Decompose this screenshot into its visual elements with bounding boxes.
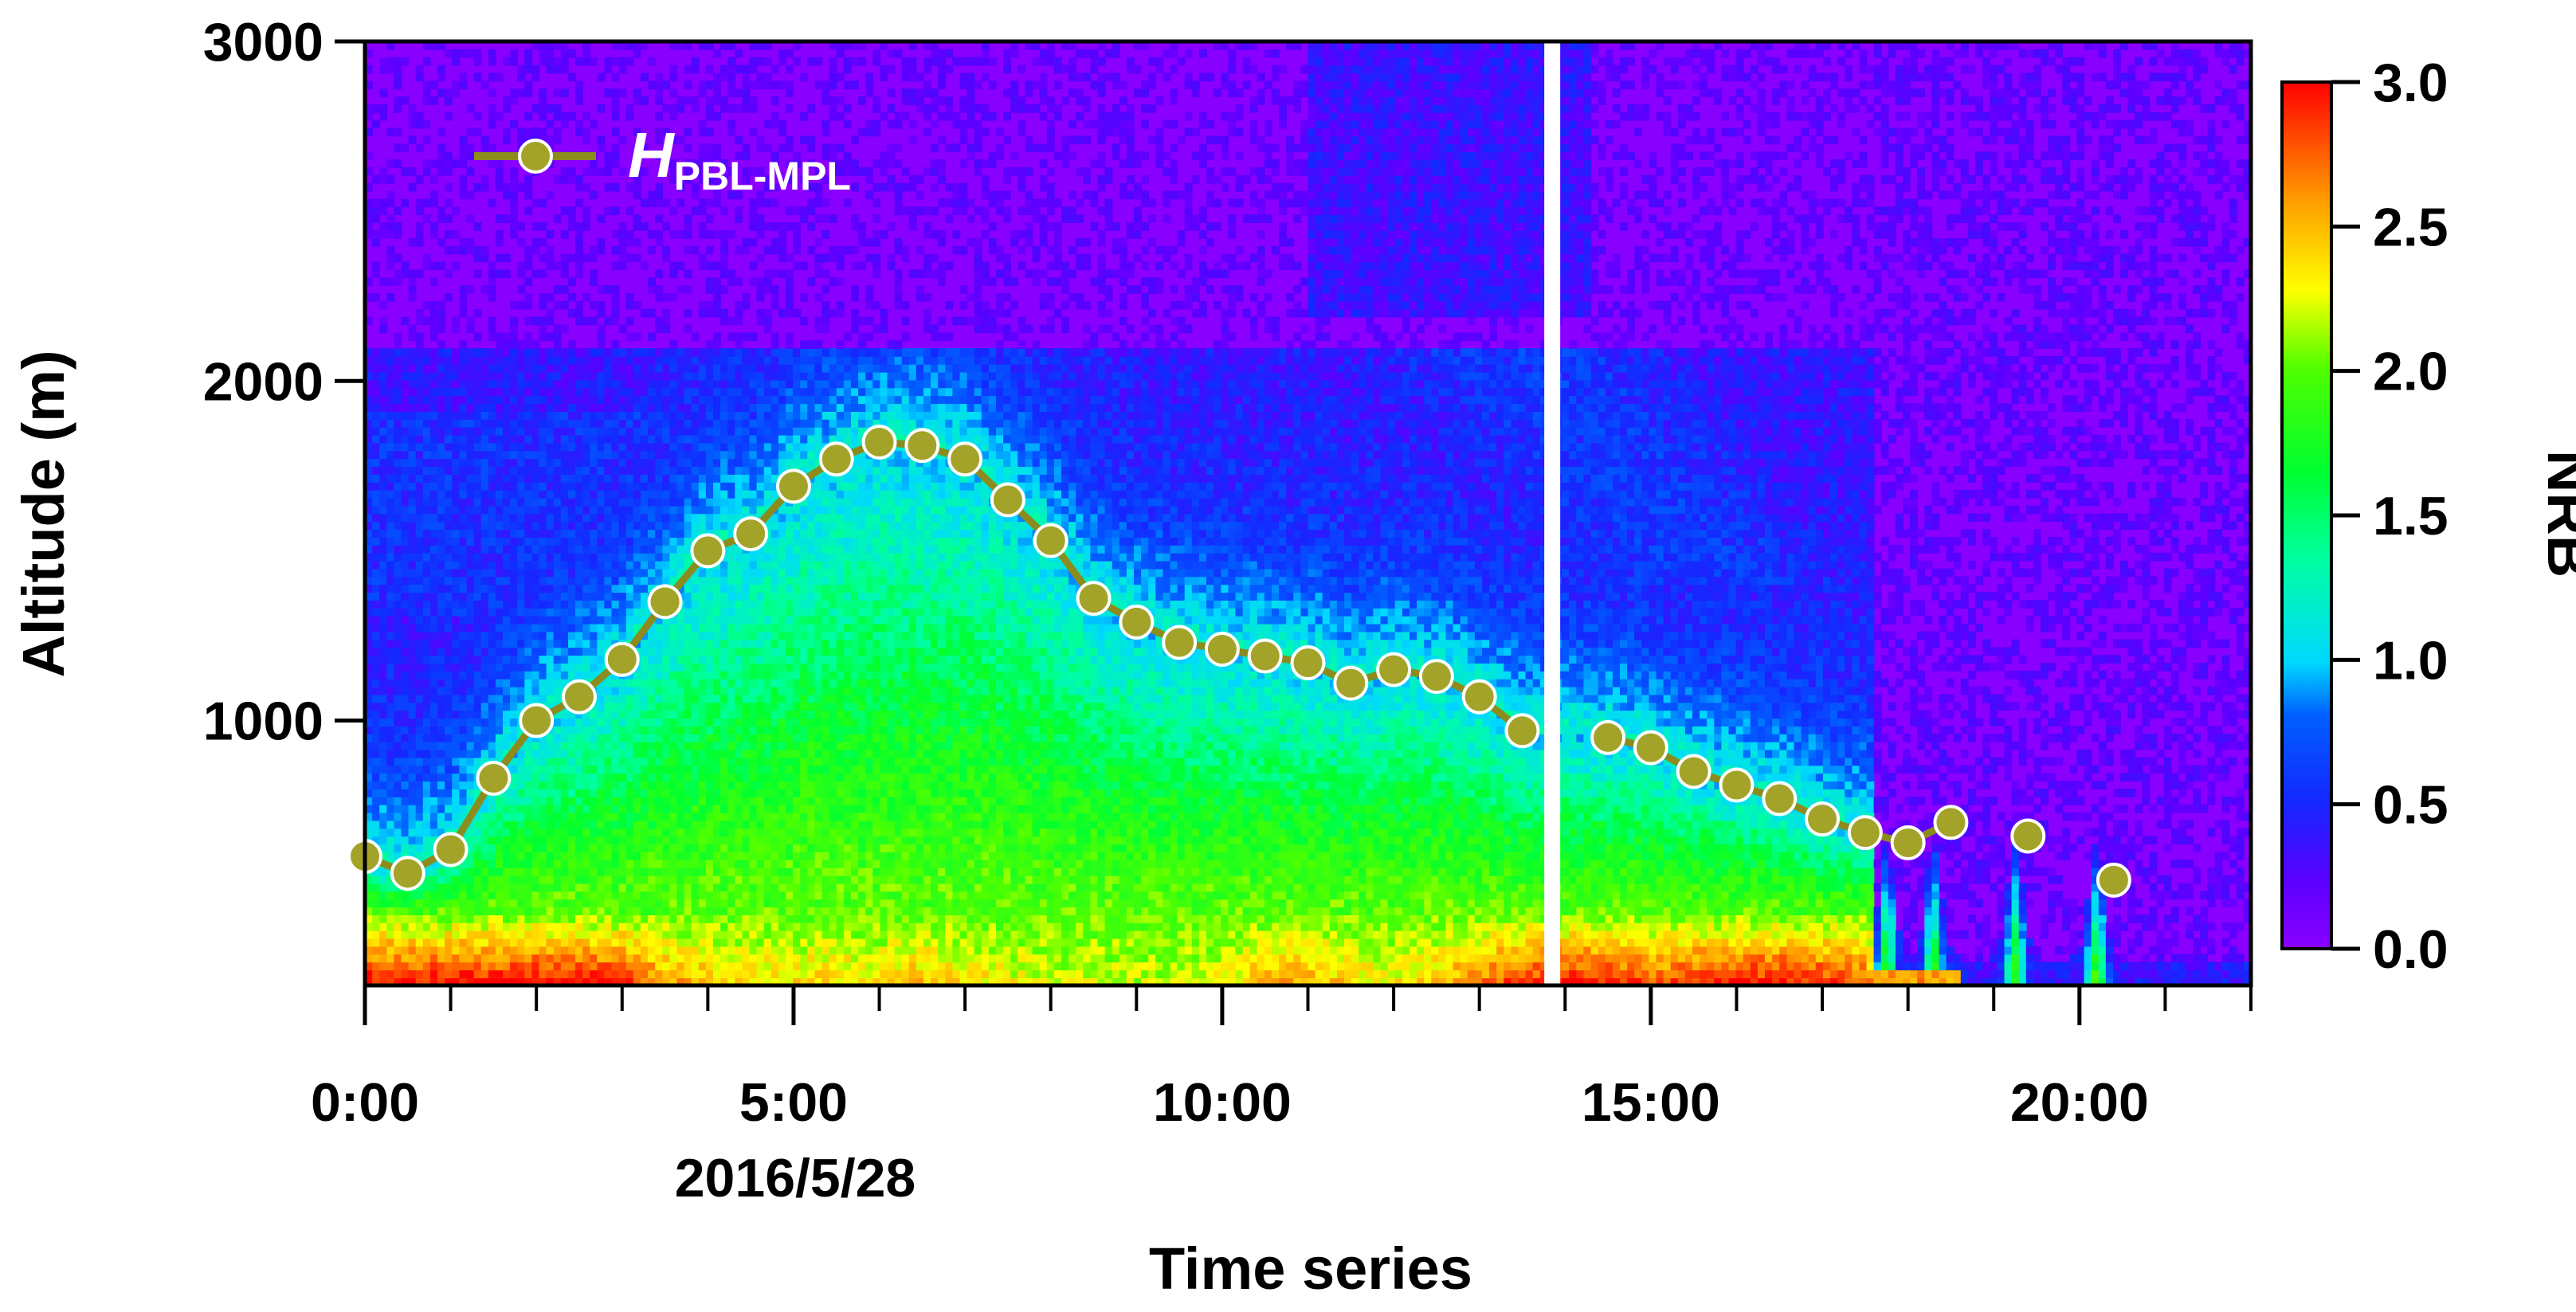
series-point xyxy=(1335,668,1366,699)
date-label: 2016/5/28 xyxy=(675,1148,916,1208)
series-point xyxy=(949,443,981,475)
series-point xyxy=(1678,755,1710,787)
series-point xyxy=(821,443,853,475)
series-point xyxy=(906,429,938,461)
series-point xyxy=(1464,681,1496,713)
colorbar-title: NRB xyxy=(2535,450,2576,578)
series-point xyxy=(692,535,723,566)
chart-figure: 0:00 5:00 10:00 15:00 20:00 1000 2000 3000 201… xyxy=(0,0,2576,1312)
colorbar-tick-label: 1.5 xyxy=(2373,486,2449,546)
series-point xyxy=(1163,626,1195,658)
x-tick-label: 20:00 xyxy=(2010,1072,2149,1133)
y-axis: 1000 2000 3000 xyxy=(203,12,365,752)
series-point xyxy=(1763,783,1795,815)
series-point xyxy=(1035,525,1067,557)
x-axis-title: Time series xyxy=(1149,1236,1472,1302)
x-axis: 0:00 5:00 10:00 15:00 20:00 xyxy=(311,985,2251,1133)
series-point xyxy=(1849,817,1881,848)
series-point xyxy=(1249,640,1281,672)
series-point xyxy=(649,586,681,617)
series-point xyxy=(1892,827,1924,859)
x-tick-label: 10:00 xyxy=(1153,1072,1292,1133)
series-point xyxy=(435,833,467,865)
series-point xyxy=(477,762,509,794)
series-point xyxy=(1078,582,1110,614)
series-point xyxy=(1421,660,1453,692)
series-point xyxy=(1720,770,1752,801)
series-point xyxy=(1935,806,1966,838)
colorbar-ticks: 0.0 0.5 1.0 1.5 2.0 2.5 3.0 xyxy=(2331,53,2449,980)
series-point xyxy=(864,426,896,458)
colorbar-tick-label: 3.0 xyxy=(2373,53,2449,113)
series-point xyxy=(1506,715,1538,746)
series-point xyxy=(520,705,552,737)
colorbar-tick-label: 0.0 xyxy=(2373,919,2449,980)
series-point xyxy=(1120,606,1152,638)
series-point xyxy=(1806,803,1838,835)
series-point xyxy=(1592,722,1624,754)
series-point xyxy=(778,470,810,502)
legend-marker xyxy=(520,140,551,172)
data-gap-bar xyxy=(1544,41,1560,985)
x-tick-label: 0:00 xyxy=(311,1072,419,1133)
x-tick-label: 15:00 xyxy=(1582,1072,1720,1133)
y-tick-label: 3000 xyxy=(203,12,323,72)
colorbar-tick-label: 1.0 xyxy=(2373,630,2449,691)
colorbar: 0.0 0.5 1.0 1.5 2.0 2.5 3.0 NRB xyxy=(2282,53,2576,980)
series-point xyxy=(992,484,1024,515)
series-point xyxy=(1378,654,1410,686)
series-point xyxy=(606,644,638,676)
colorbar-tick-label: 2.5 xyxy=(2373,197,2449,257)
series-point xyxy=(1292,647,1324,679)
y-axis-title: Altitude (m) xyxy=(10,350,76,677)
series-point xyxy=(735,518,767,550)
x-tick-label: 5:00 xyxy=(739,1072,848,1133)
y-tick-label: 1000 xyxy=(203,691,323,752)
series-point xyxy=(2012,820,2044,852)
series-point xyxy=(1206,633,1238,665)
colorbar-tick-label: 2.0 xyxy=(2373,342,2449,402)
series-point xyxy=(563,681,595,713)
colorbar-tick-label: 0.5 xyxy=(2373,775,2449,836)
y-tick-label: 2000 xyxy=(203,351,323,412)
series-point xyxy=(2098,864,2130,896)
colorbar-gradient xyxy=(2282,82,2331,949)
series-point xyxy=(1635,732,1667,764)
series-point xyxy=(392,857,424,889)
